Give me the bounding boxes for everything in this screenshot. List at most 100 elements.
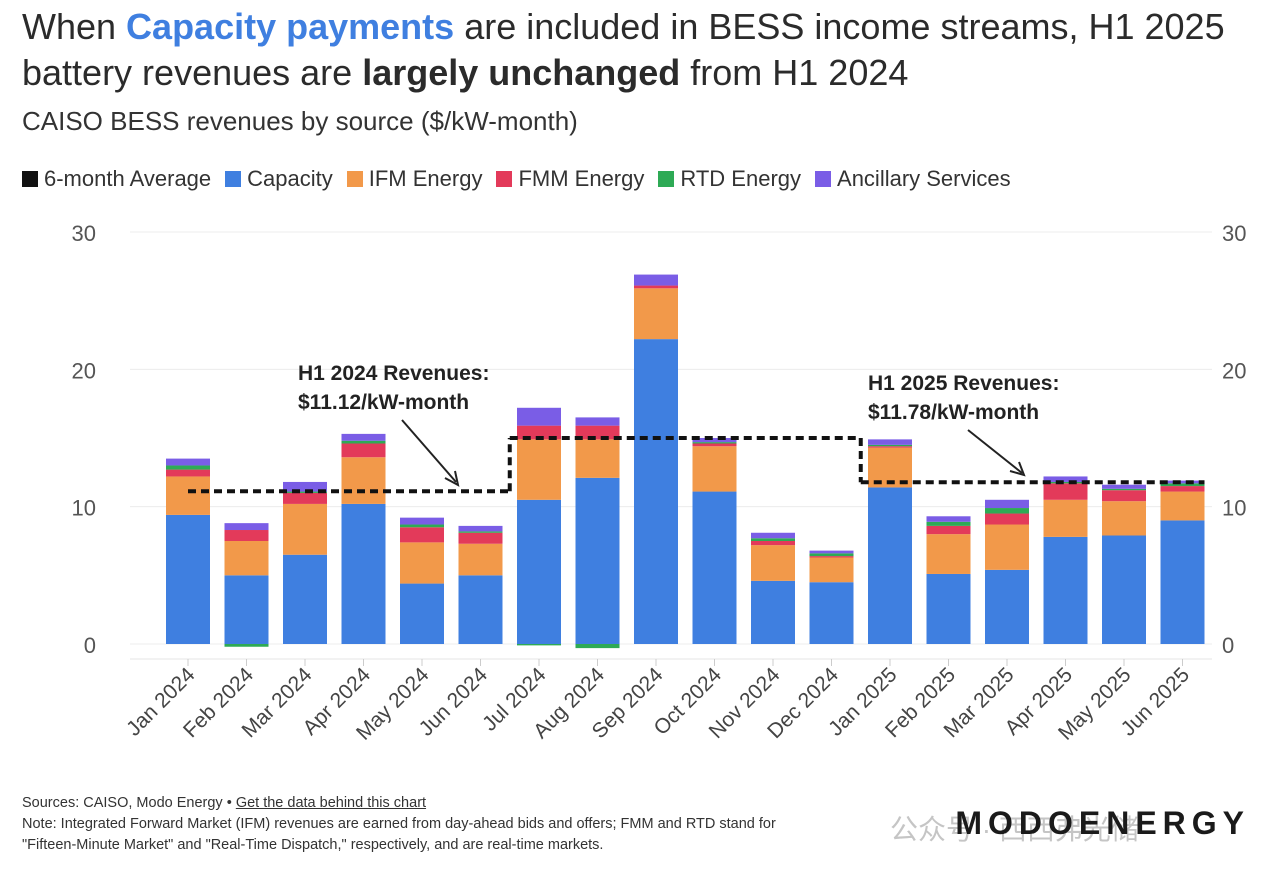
y-tick-label-right: 30	[1222, 221, 1246, 246]
bar-segment-ancillary-services	[809, 550, 854, 554]
bar-segment-rtd-energy	[809, 553, 854, 557]
title-highlight: Capacity payments	[126, 6, 455, 47]
bar-segment-ifm-energy	[634, 288, 678, 340]
bar-segment-fmm-energy	[224, 530, 269, 541]
legend-swatch-fmm	[496, 171, 513, 187]
annotation-h1-2025-title: H1 2025 Revenues:	[868, 372, 1059, 395]
bar-segment-fmm-energy	[458, 532, 503, 544]
legend-swatch-rtd	[658, 171, 675, 187]
annotation-h1-2024-title: H1 2024 Revenues:	[298, 362, 489, 385]
bar-segment-fmm-energy	[517, 425, 561, 440]
bar-segment-capacity	[341, 503, 386, 644]
bar-segment-ifm-energy	[1043, 499, 1088, 537]
bar-segment-ancillary-services	[751, 532, 795, 539]
data-link[interactable]: Get the data behind this chart	[235, 795, 427, 811]
bar-segment-capacity	[692, 491, 737, 644]
bar-segment-capacity	[634, 339, 678, 644]
legend-label: RTD Energy	[680, 166, 802, 191]
watermark: 公众号 · 西西弗光储	[890, 814, 1139, 845]
legend-swatch-average	[22, 171, 38, 187]
bar-segment-capacity	[458, 575, 503, 644]
bar-segment-capacity	[166, 514, 210, 644]
legend-label: 6-month Average	[44, 166, 212, 191]
bar-segment-capacity	[575, 477, 620, 644]
legend-item-rtd: RTD Energy	[658, 166, 801, 192]
bar-segment-ifm-energy	[283, 503, 327, 555]
y-tick-label-left: 30	[72, 221, 96, 246]
bar-segment-rtd-energy	[985, 508, 1029, 514]
y-tick-label-right: 0	[1222, 633, 1234, 658]
bar-segment-ancillary-services	[341, 433, 386, 441]
bar-segment-ancillary-services	[224, 523, 269, 531]
bar-segment-rtd-energy	[1043, 481, 1088, 484]
y-tick-label-right: 10	[1222, 496, 1246, 521]
bar-segment-rtd-energy	[458, 531, 503, 533]
bar-segment-capacity	[224, 575, 269, 644]
bar-segment-fmm-energy	[166, 469, 210, 477]
legend-swatch-ancillary	[815, 171, 832, 187]
bar-segment-ifm-energy	[400, 542, 444, 584]
bar-segment-ifm-energy	[926, 534, 971, 574]
arrowhead-2025	[1009, 461, 1026, 477]
annotation-arrow-2024	[401, 419, 457, 483]
footer: Sources: CAISO, Modo Energy • Get the da…	[22, 793, 922, 856]
bar-segment-rtd-energy	[575, 644, 620, 649]
bar-segment-fmm-energy	[283, 492, 327, 504]
bar-segment-ifm-energy	[166, 476, 210, 515]
bar-segment-fmm-energy	[575, 425, 620, 440]
y-tick-label-left: 10	[72, 496, 96, 521]
title-text-3: from H1 2024	[680, 52, 909, 93]
bar-segment-fmm-energy	[751, 541, 795, 546]
y-tick-label-left: 0	[84, 633, 96, 658]
bar-segment-fmm-energy	[809, 556, 854, 558]
bar-segment-capacity	[400, 583, 444, 644]
six-month-average-lines	[188, 436, 1205, 494]
annotation-h1-2024-value: $11.12/kW-month	[298, 391, 469, 414]
bar-segment-ancillary-services	[985, 499, 1029, 509]
legend-item-ancillary: Ancillary Services	[815, 166, 1011, 192]
bar-segment-fmm-energy	[985, 513, 1029, 525]
bar-segment-ifm-energy	[751, 545, 795, 581]
arrowhead-2024	[444, 470, 460, 487]
legend-label: Ancillary Services	[837, 166, 1011, 191]
legend: 6-month Average Capacity IFM Energy FMM …	[22, 166, 1025, 192]
bar-segment-rtd-energy	[926, 521, 971, 526]
bar-segment-rtd-energy	[1160, 483, 1205, 487]
bar-segment-capacity	[283, 554, 327, 644]
bar-segment-fmm-energy	[1043, 483, 1088, 500]
bar-segment-fmm-energy	[926, 525, 971, 535]
bar-segment-capacity	[751, 580, 795, 644]
bar-segment-capacity	[1102, 535, 1146, 644]
bar-segment-fmm-energy	[868, 446, 912, 448]
bar-segment-capacity	[868, 487, 912, 644]
bar-segment-rtd-energy	[224, 644, 269, 647]
bar-segment-ancillary-services	[400, 517, 444, 525]
bar-segment-ancillary-services	[926, 516, 971, 522]
annotation-arrow-2025	[967, 429, 1023, 474]
legend-item-capacity: Capacity	[225, 166, 333, 192]
bar-segment-ancillary-services	[517, 407, 561, 426]
legend-swatch-ifm	[346, 171, 363, 187]
annotation-h1-2025-value: $11.78/kW-month	[868, 401, 1039, 424]
bar-segment-capacity	[809, 582, 854, 644]
legend-swatch-capacity	[225, 171, 242, 187]
bar-segment-ancillary-services	[1043, 476, 1088, 482]
bar-segment-capacity	[517, 499, 561, 644]
legend-label: Capacity	[247, 166, 333, 191]
bar-segment-ifm-energy	[985, 524, 1029, 570]
legend-item-average: 6-month Average	[22, 166, 211, 192]
y-tick-label-right: 20	[1222, 358, 1246, 383]
bar-segment-ancillary-services	[575, 417, 620, 426]
bar-segment-capacity	[985, 569, 1029, 644]
bar-segment-ancillary-services	[868, 439, 912, 445]
bar-segment-ifm-energy	[575, 439, 620, 478]
bar-segment-capacity	[926, 573, 971, 644]
bar-segment-capacity	[1043, 536, 1088, 644]
sources-line: Sources: CAISO, Modo Energy • Get the da…	[22, 793, 922, 814]
bar-segment-ifm-energy	[458, 543, 503, 576]
bar-segment-fmm-energy	[634, 285, 678, 289]
bar-segment-ancillary-services	[634, 274, 678, 286]
bar-segment-rtd-energy	[751, 538, 795, 541]
chart-subtitle: CAISO BESS revenues by source ($/kW-mont…	[22, 106, 578, 136]
bar-segment-ancillary-services	[1160, 480, 1205, 484]
